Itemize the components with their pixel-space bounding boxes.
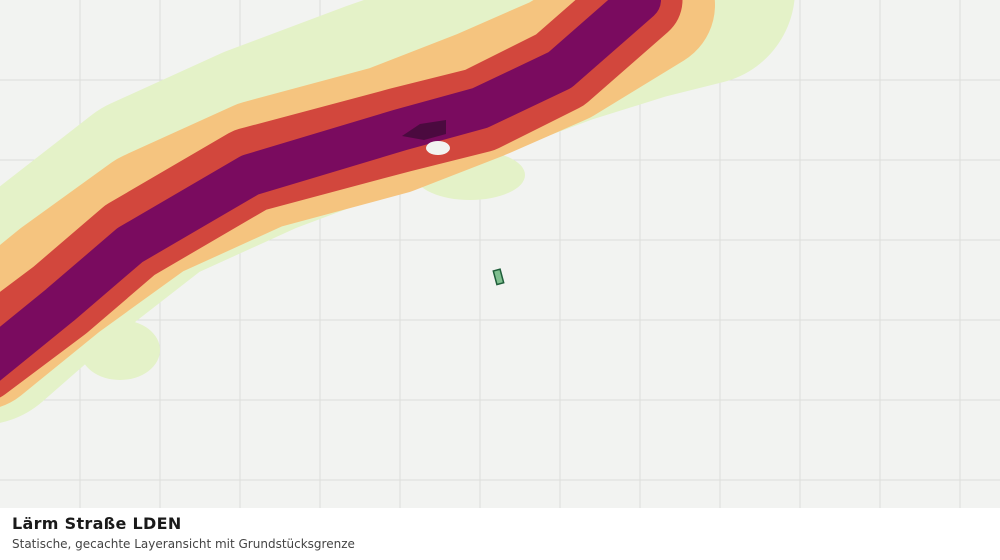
caption: Lärm Straße LDEN Statische, gecachte Lay… bbox=[0, 508, 1000, 560]
noise-blob bbox=[80, 320, 160, 380]
noise-gap bbox=[426, 141, 450, 155]
map-title: Lärm Straße LDEN bbox=[12, 514, 182, 533]
noise-band-max bbox=[402, 120, 446, 140]
map-subtitle: Statische, gecachte Layeransicht mit Gru… bbox=[12, 537, 355, 551]
noise-bands bbox=[0, 0, 794, 423]
noise-band-very-high bbox=[0, 0, 661, 381]
parcel-boundary bbox=[492, 268, 505, 286]
map bbox=[0, 0, 1000, 508]
